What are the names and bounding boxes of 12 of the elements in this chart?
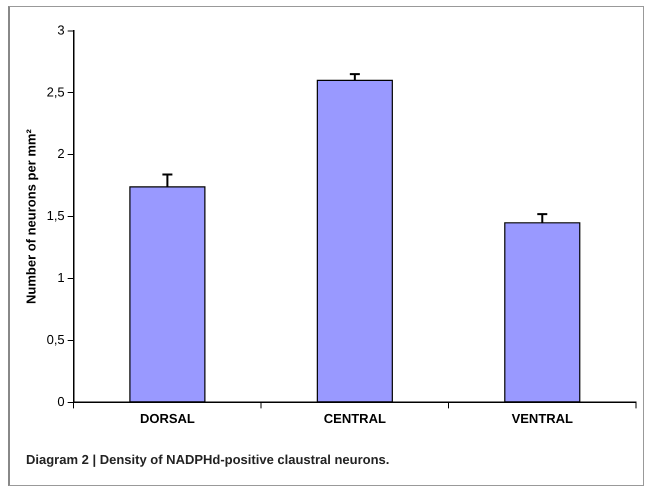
x-tick-label: VENTRAL	[512, 410, 574, 426]
x-tick-label: CENTRAL	[324, 410, 386, 426]
y-tick-label: 0	[57, 394, 65, 409]
y-tick-label: 2	[57, 146, 65, 162]
y-tick-label: 0,5	[46, 332, 65, 348]
y-tick-label: 3	[57, 22, 65, 38]
text: Diagram 2 | Density of NADPHd-positive claustral neurons.	[26, 452, 390, 467]
y-tick-label: 1,5	[46, 208, 65, 224]
y-tick-label: 2,5	[46, 84, 65, 100]
x-tick-label: DORSAL	[140, 410, 195, 426]
y-axis-title: Number of neurons per mm²	[23, 128, 38, 304]
y-tick-label: 1	[57, 270, 65, 286]
